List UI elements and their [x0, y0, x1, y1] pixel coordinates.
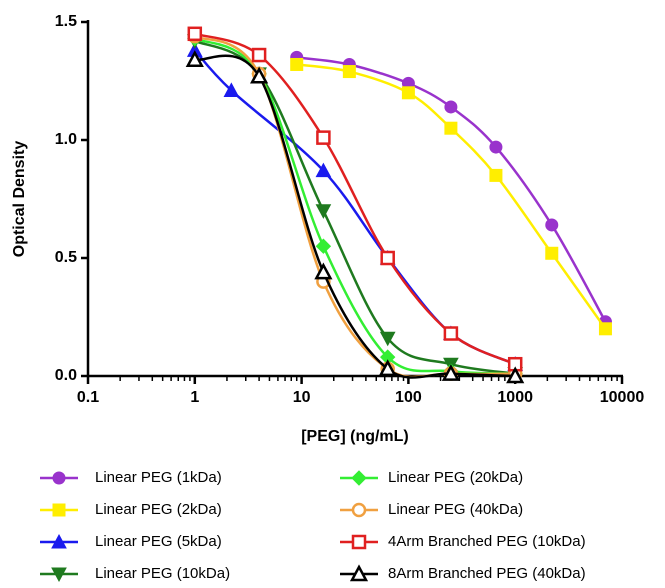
marker [380, 250, 395, 266]
marker [351, 470, 367, 486]
x-tick-label: 10 [293, 389, 311, 406]
legend-label: Linear PEG (10kDa) [95, 565, 230, 582]
marker [545, 246, 559, 260]
curve [194, 35, 516, 379]
marker [443, 326, 459, 341]
marker [489, 168, 503, 182]
marker [314, 262, 333, 280]
marker [444, 100, 458, 114]
x-tick-label: 1 [190, 389, 199, 406]
legend-entry: Linear PEG (1kDa) [40, 469, 222, 486]
y-tick-label: 1.0 [55, 131, 77, 148]
legend-label: Linear PEG (5kDa) [95, 533, 222, 550]
series [187, 26, 523, 372]
x-tick-label: 0.1 [77, 389, 99, 406]
series [187, 28, 523, 381]
legend-entry: Linear PEG (5kDa) [40, 533, 222, 550]
legend-entry: Linear PEG (2kDa) [40, 501, 222, 518]
marker [315, 238, 332, 254]
y-tick-label: 0.0 [55, 367, 77, 384]
legend-label: 8Arm Branched PEG (40kDa) [388, 565, 586, 582]
legend-label: Linear PEG (2kDa) [95, 501, 222, 518]
marker [51, 567, 67, 583]
series [186, 34, 524, 382]
marker [351, 502, 367, 518]
marker [315, 204, 332, 219]
x-tick-label: 1000 [497, 389, 533, 406]
marker [316, 130, 331, 145]
y-tick-label: 0.5 [55, 249, 77, 266]
series [185, 50, 525, 384]
x-tick-label: 10000 [600, 389, 645, 406]
legend-label: Linear PEG (20kDa) [388, 469, 523, 486]
marker [250, 66, 269, 84]
marker [223, 82, 240, 97]
legend-label: Linear PEG (1kDa) [95, 469, 222, 486]
marker [52, 503, 66, 517]
curve [194, 39, 516, 375]
series [290, 57, 612, 336]
legend-entry: Linear PEG (10kDa) [40, 565, 230, 583]
marker [444, 121, 458, 135]
series [187, 30, 523, 382]
legend-label: 4Arm Branched PEG (10kDa) [388, 533, 586, 550]
marker [401, 86, 415, 100]
marker [185, 50, 204, 68]
legend-entry: 8Arm Branched PEG (40kDa) [340, 564, 586, 582]
marker [489, 140, 503, 154]
curve [194, 54, 516, 379]
marker [342, 65, 356, 79]
x-axis-label: [PEG] (ng/mL) [301, 428, 409, 445]
x-tick-label: 100 [395, 389, 422, 406]
marker [51, 533, 67, 549]
marker [187, 26, 203, 42]
marker [349, 564, 369, 582]
marker [315, 162, 332, 178]
marker [506, 366, 525, 384]
marker [379, 331, 396, 347]
legend-entry: Linear PEG (20kDa) [340, 469, 523, 486]
y-axis-label: Optical Density [11, 141, 28, 258]
legend-entry: 4Arm Branched PEG (10kDa) [340, 533, 586, 550]
marker [378, 359, 397, 377]
marker [441, 364, 460, 381]
curve [193, 49, 516, 366]
marker [52, 471, 66, 485]
y-tick-label: 1.5 [55, 13, 77, 30]
curve [194, 32, 516, 366]
marker [598, 322, 612, 336]
legend-entry: Linear PEG (40kDa) [340, 501, 523, 518]
curve [194, 37, 516, 375]
marker [545, 218, 559, 232]
legend-label: Linear PEG (40kDa) [388, 501, 523, 518]
marker [290, 57, 304, 71]
marker [251, 47, 267, 63]
series [186, 42, 524, 371]
curve [296, 56, 607, 323]
marker [351, 534, 367, 550]
